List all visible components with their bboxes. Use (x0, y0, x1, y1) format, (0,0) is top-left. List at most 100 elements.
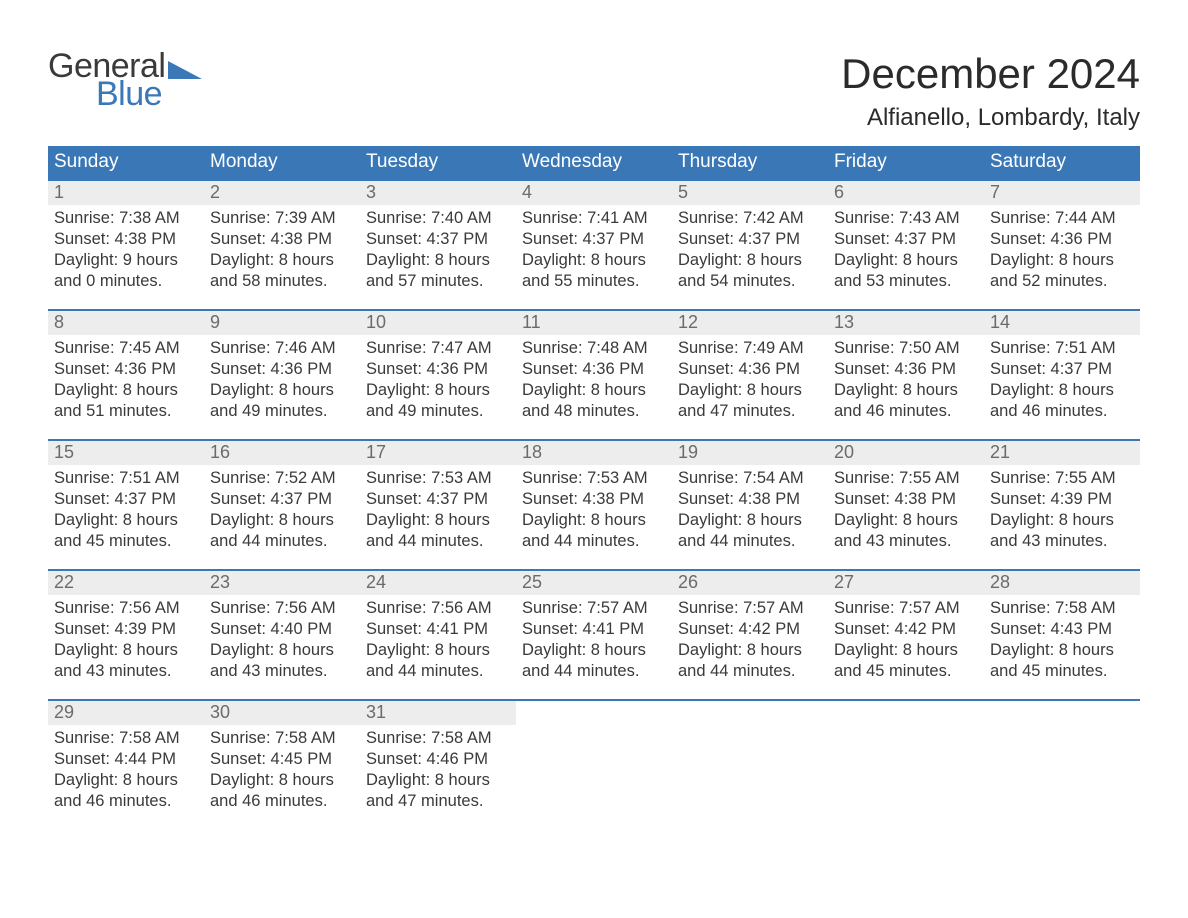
sunset-line: Sunset: 4:45 PM (210, 749, 354, 770)
sunrise-line: Sunrise: 7:46 AM (210, 338, 354, 359)
daylight-line-2: and 55 minutes. (522, 271, 666, 292)
day-number: 9 (204, 311, 360, 335)
daylight-line-1: Daylight: 8 hours (834, 250, 978, 271)
day-details: Sunrise: 7:49 AMSunset: 4:36 PMDaylight:… (672, 335, 828, 422)
day-details: Sunrise: 7:46 AMSunset: 4:36 PMDaylight:… (204, 335, 360, 422)
calendar: Sunday Monday Tuesday Wednesday Thursday… (48, 146, 1140, 829)
calendar-day: 31Sunrise: 7:58 AMSunset: 4:46 PMDayligh… (360, 701, 516, 829)
day-number: 17 (360, 441, 516, 465)
sunset-line: Sunset: 4:36 PM (366, 359, 510, 380)
day-details: Sunrise: 7:56 AMSunset: 4:41 PMDaylight:… (360, 595, 516, 682)
weekday-wed: Wednesday (516, 146, 672, 179)
daylight-line-2: and 46 minutes. (834, 401, 978, 422)
day-number: 30 (204, 701, 360, 725)
day-number: 7 (984, 181, 1140, 205)
daylight-line-1: Daylight: 8 hours (522, 250, 666, 271)
daylight-line-1: Daylight: 8 hours (834, 640, 978, 661)
day-number: 8 (48, 311, 204, 335)
calendar-week: 29Sunrise: 7:58 AMSunset: 4:44 PMDayligh… (48, 699, 1140, 829)
sunset-line: Sunset: 4:36 PM (678, 359, 822, 380)
daylight-line-2: and 46 minutes. (210, 791, 354, 812)
sunset-line: Sunset: 4:37 PM (990, 359, 1134, 380)
logo-word-blue: Blue (96, 78, 202, 110)
day-number: 21 (984, 441, 1140, 465)
daylight-line-1: Daylight: 8 hours (210, 770, 354, 791)
sunset-line: Sunset: 4:37 PM (522, 229, 666, 250)
daylight-line-1: Daylight: 8 hours (366, 770, 510, 791)
calendar-week: 15Sunrise: 7:51 AMSunset: 4:37 PMDayligh… (48, 439, 1140, 569)
daylight-line-2: and 43 minutes. (834, 531, 978, 552)
sunrise-line: Sunrise: 7:56 AM (366, 598, 510, 619)
sunset-line: Sunset: 4:44 PM (54, 749, 198, 770)
sunrise-line: Sunrise: 7:40 AM (366, 208, 510, 229)
calendar-day: 4Sunrise: 7:41 AMSunset: 4:37 PMDaylight… (516, 181, 672, 309)
calendar-day: 10Sunrise: 7:47 AMSunset: 4:36 PMDayligh… (360, 311, 516, 439)
sunset-line: Sunset: 4:42 PM (834, 619, 978, 640)
sunrise-line: Sunrise: 7:57 AM (678, 598, 822, 619)
calendar-week: 1Sunrise: 7:38 AMSunset: 4:38 PMDaylight… (48, 179, 1140, 309)
daylight-line-1: Daylight: 8 hours (54, 640, 198, 661)
sunset-line: Sunset: 4:38 PM (678, 489, 822, 510)
day-number: 22 (48, 571, 204, 595)
weeks-container: 1Sunrise: 7:38 AMSunset: 4:38 PMDaylight… (48, 179, 1140, 829)
sunset-line: Sunset: 4:36 PM (54, 359, 198, 380)
calendar-day: 23Sunrise: 7:56 AMSunset: 4:40 PMDayligh… (204, 571, 360, 699)
sunrise-line: Sunrise: 7:50 AM (834, 338, 978, 359)
daylight-line-1: Daylight: 8 hours (522, 510, 666, 531)
daylight-line-1: Daylight: 8 hours (678, 250, 822, 271)
daylight-line-1: Daylight: 8 hours (990, 380, 1134, 401)
day-number: 5 (672, 181, 828, 205)
day-number: 11 (516, 311, 672, 335)
sunset-line: Sunset: 4:38 PM (522, 489, 666, 510)
day-details: Sunrise: 7:41 AMSunset: 4:37 PMDaylight:… (516, 205, 672, 292)
calendar-day: 14Sunrise: 7:51 AMSunset: 4:37 PMDayligh… (984, 311, 1140, 439)
daylight-line-2: and 45 minutes. (990, 661, 1134, 682)
daylight-line-1: Daylight: 8 hours (366, 640, 510, 661)
sunset-line: Sunset: 4:36 PM (210, 359, 354, 380)
title-block: December 2024 Alfianello, Lombardy, Ital… (841, 50, 1140, 132)
day-details: Sunrise: 7:43 AMSunset: 4:37 PMDaylight:… (828, 205, 984, 292)
day-number: 1 (48, 181, 204, 205)
calendar-day: 22Sunrise: 7:56 AMSunset: 4:39 PMDayligh… (48, 571, 204, 699)
day-details: Sunrise: 7:50 AMSunset: 4:36 PMDaylight:… (828, 335, 984, 422)
sunset-line: Sunset: 4:43 PM (990, 619, 1134, 640)
calendar-day: 19Sunrise: 7:54 AMSunset: 4:38 PMDayligh… (672, 441, 828, 569)
weekday-thu: Thursday (672, 146, 828, 179)
daylight-line-2: and 45 minutes. (54, 531, 198, 552)
daylight-line-2: and 49 minutes. (210, 401, 354, 422)
daylight-line-1: Daylight: 8 hours (210, 510, 354, 531)
day-details: Sunrise: 7:48 AMSunset: 4:36 PMDaylight:… (516, 335, 672, 422)
sunset-line: Sunset: 4:37 PM (54, 489, 198, 510)
daylight-line-1: Daylight: 8 hours (366, 380, 510, 401)
calendar-day: 13Sunrise: 7:50 AMSunset: 4:36 PMDayligh… (828, 311, 984, 439)
sunrise-line: Sunrise: 7:48 AM (522, 338, 666, 359)
sunset-line: Sunset: 4:42 PM (678, 619, 822, 640)
day-number: 15 (48, 441, 204, 465)
sunrise-line: Sunrise: 7:45 AM (54, 338, 198, 359)
daylight-line-1: Daylight: 8 hours (678, 380, 822, 401)
day-number: 27 (828, 571, 984, 595)
calendar-day (516, 701, 672, 829)
daylight-line-2: and 46 minutes. (54, 791, 198, 812)
weekday-sun: Sunday (48, 146, 204, 179)
daylight-line-1: Daylight: 8 hours (522, 640, 666, 661)
day-number: 26 (672, 571, 828, 595)
daylight-line-1: Daylight: 8 hours (54, 380, 198, 401)
daylight-line-1: Daylight: 8 hours (678, 640, 822, 661)
calendar-day: 30Sunrise: 7:58 AMSunset: 4:45 PMDayligh… (204, 701, 360, 829)
daylight-line-1: Daylight: 8 hours (834, 380, 978, 401)
day-details: Sunrise: 7:56 AMSunset: 4:40 PMDaylight:… (204, 595, 360, 682)
sunset-line: Sunset: 4:37 PM (678, 229, 822, 250)
daylight-line-1: Daylight: 8 hours (990, 250, 1134, 271)
daylight-line-2: and 46 minutes. (990, 401, 1134, 422)
day-number: 12 (672, 311, 828, 335)
sunset-line: Sunset: 4:38 PM (54, 229, 198, 250)
sunset-line: Sunset: 4:36 PM (990, 229, 1134, 250)
daylight-line-2: and 52 minutes. (990, 271, 1134, 292)
sunrise-line: Sunrise: 7:41 AM (522, 208, 666, 229)
daylight-line-2: and 43 minutes. (990, 531, 1134, 552)
daylight-line-1: Daylight: 8 hours (990, 640, 1134, 661)
sunset-line: Sunset: 4:37 PM (210, 489, 354, 510)
daylight-line-2: and 48 minutes. (522, 401, 666, 422)
daylight-line-2: and 47 minutes. (366, 791, 510, 812)
